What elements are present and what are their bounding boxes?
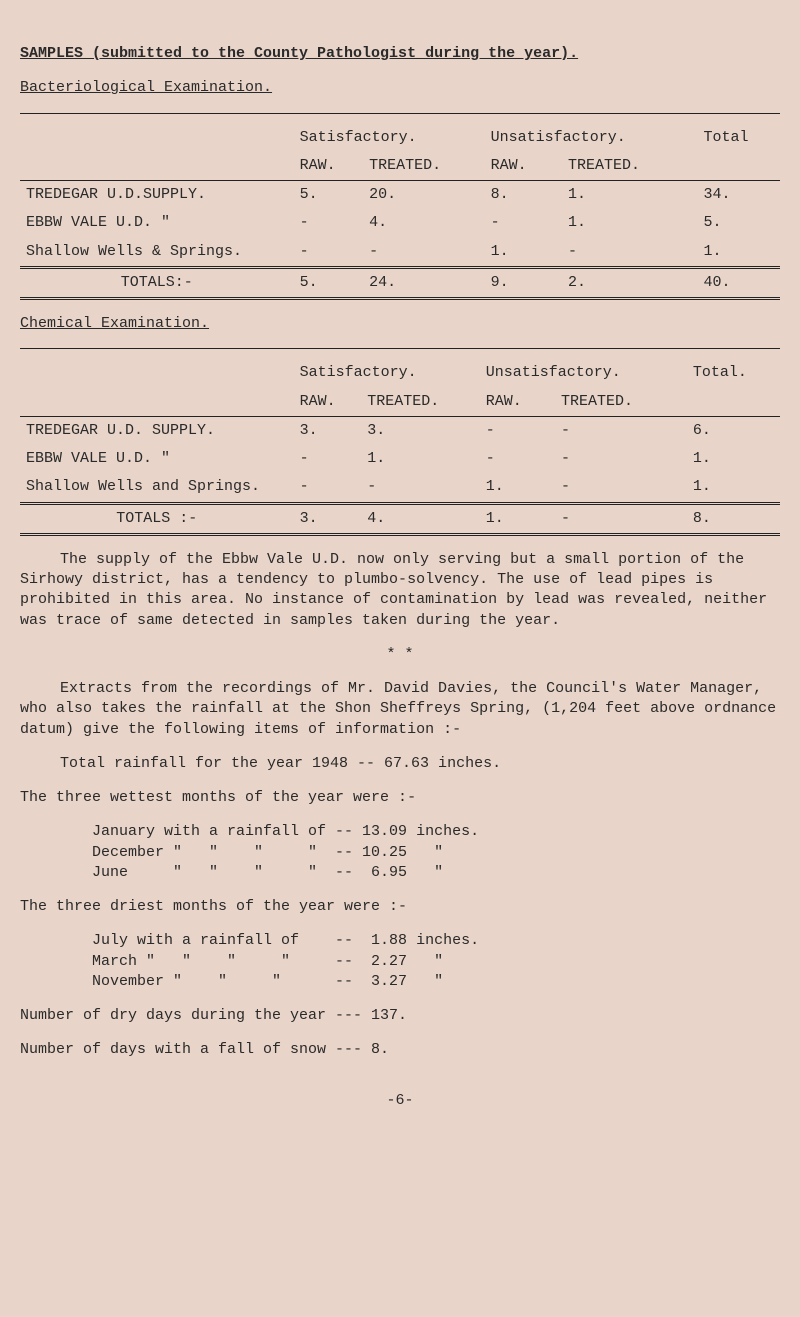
col-unsat: Unsatisfactory.: [485, 124, 698, 152]
table-row: EBBW VALE U.D. " - 4. - 1. 5.: [20, 209, 780, 237]
bact-table: Satisfactory. Unsatisfactory. Total RAW.…: [20, 124, 780, 301]
cell: 34.: [697, 181, 780, 210]
col-total: Total: [697, 124, 780, 152]
cell: 5.: [697, 209, 780, 237]
row-label: Shallow Wells & Springs.: [20, 238, 294, 268]
table-row: TREDEGAR U.D. SUPPLY. 3. 3. - - 6.: [20, 416, 780, 445]
totals-label: TOTALS :-: [20, 503, 294, 534]
cell: -: [294, 473, 362, 503]
col-treated: TREATED.: [361, 388, 479, 417]
cell: 6.: [687, 416, 780, 445]
col-unsat: Unsatisfactory.: [480, 359, 687, 387]
chem-exam-heading: Chemical Examination.: [20, 314, 780, 334]
cell: 1.: [485, 238, 562, 268]
paragraph-2: Extracts from the recordings of Mr. Davi…: [20, 679, 780, 740]
rule: [20, 113, 780, 114]
page-number: -6-: [20, 1091, 780, 1111]
cell: -: [294, 445, 362, 473]
cell: 9.: [485, 267, 562, 298]
col-sat: Satisfactory.: [294, 359, 480, 387]
cell: -: [294, 209, 363, 237]
chem-table: Satisfactory. Unsatisfactory. Total. RAW…: [20, 359, 780, 536]
cell: 1.: [687, 473, 780, 503]
dry-days-line: Number of dry days during the year --- 1…: [20, 1006, 780, 1026]
cell: 20.: [363, 181, 485, 210]
paragraph-1: The supply of the Ebbw Vale U.D. now onl…: [20, 550, 780, 631]
row-label: EBBW VALE U.D. ": [20, 209, 294, 237]
cell: 1.: [562, 209, 697, 237]
driest-intro: The three driest months of the year were…: [20, 897, 780, 917]
cell: -: [294, 238, 363, 268]
cell: 1.: [697, 238, 780, 268]
cell: 1.: [480, 473, 555, 503]
cell: 1.: [687, 445, 780, 473]
cell: 8.: [687, 503, 780, 534]
total-rainfall-line: Total rainfall for the year 1948 -- 67.6…: [20, 754, 780, 774]
cell: 5.: [294, 267, 363, 298]
totals-label: TOTALS:-: [20, 267, 294, 298]
chem-exam-text: Chemical Examination.: [20, 315, 209, 332]
table-sub-header: RAW. TREATED. RAW. TREATED.: [20, 152, 780, 181]
page-container: SAMPLES (submitted to the County Patholo…: [0, 0, 800, 1151]
samples-heading: SAMPLES (submitted to the County Patholo…: [20, 44, 780, 64]
cell: -: [555, 416, 687, 445]
samples-word: SAMPLES (submitted to the County Patholo…: [20, 45, 578, 62]
cell: -: [562, 238, 697, 268]
row-label: TREDEGAR U.D.SUPPLY.: [20, 181, 294, 210]
bact-exam-text: Bacteriological Examination.: [20, 79, 272, 96]
col-treated: TREATED.: [363, 152, 485, 181]
col-treated: TREATED.: [555, 388, 687, 417]
cell: 24.: [363, 267, 485, 298]
cell: -: [361, 473, 479, 503]
col-raw: RAW.: [294, 152, 363, 181]
rule: [20, 348, 780, 349]
cell: -: [480, 416, 555, 445]
cell: 3.: [294, 416, 362, 445]
cell: 3.: [294, 503, 362, 534]
cell: -: [363, 238, 485, 268]
cell: -: [555, 473, 687, 503]
table-row: Shallow Wells and Springs. - - 1. - 1.: [20, 473, 780, 503]
driest-months-block: July with a rainfall of -- 1.88 inches. …: [20, 931, 780, 992]
cell: 8.: [485, 181, 562, 210]
cell: 3.: [361, 416, 479, 445]
wettest-intro: The three wettest months of the year wer…: [20, 788, 780, 808]
row-label: Shallow Wells and Springs.: [20, 473, 294, 503]
table-row: Shallow Wells & Springs. - - 1. - 1.: [20, 238, 780, 268]
snow-days-line: Number of days with a fall of snow --- 8…: [20, 1040, 780, 1060]
table-totals-row: TOTALS:- 5. 24. 9. 2. 40.: [20, 267, 780, 298]
table-totals-row: TOTALS :- 3. 4. 1. - 8.: [20, 503, 780, 534]
cell: 4.: [361, 503, 479, 534]
asterisks: * *: [20, 645, 780, 665]
col-treated: TREATED.: [562, 152, 697, 181]
bact-exam-heading: Bacteriological Examination.: [20, 78, 780, 98]
cell: -: [555, 445, 687, 473]
col-total: Total.: [687, 359, 780, 387]
cell: 40.: [697, 267, 780, 298]
cell: 1.: [562, 181, 697, 210]
table-sub-header: RAW. TREATED. RAW. TREATED.: [20, 388, 780, 417]
cell: 4.: [363, 209, 485, 237]
table-group-header: Satisfactory. Unsatisfactory. Total.: [20, 359, 780, 387]
cell: 5.: [294, 181, 363, 210]
col-raw: RAW.: [480, 388, 555, 417]
col-raw: RAW.: [294, 388, 362, 417]
col-raw: RAW.: [485, 152, 562, 181]
cell: 2.: [562, 267, 697, 298]
cell: 1.: [480, 503, 555, 534]
cell: -: [555, 503, 687, 534]
wettest-months-block: January with a rainfall of -- 13.09 inch…: [20, 822, 780, 883]
table-group-header: Satisfactory. Unsatisfactory. Total: [20, 124, 780, 152]
cell: -: [480, 445, 555, 473]
table-row: TREDEGAR U.D.SUPPLY. 5. 20. 8. 1. 34.: [20, 181, 780, 210]
cell: -: [485, 209, 562, 237]
cell: 1.: [361, 445, 479, 473]
col-sat: Satisfactory.: [294, 124, 485, 152]
row-label: EBBW VALE U.D. ": [20, 445, 294, 473]
row-label: TREDEGAR U.D. SUPPLY.: [20, 416, 294, 445]
table-row: EBBW VALE U.D. " - 1. - - 1.: [20, 445, 780, 473]
